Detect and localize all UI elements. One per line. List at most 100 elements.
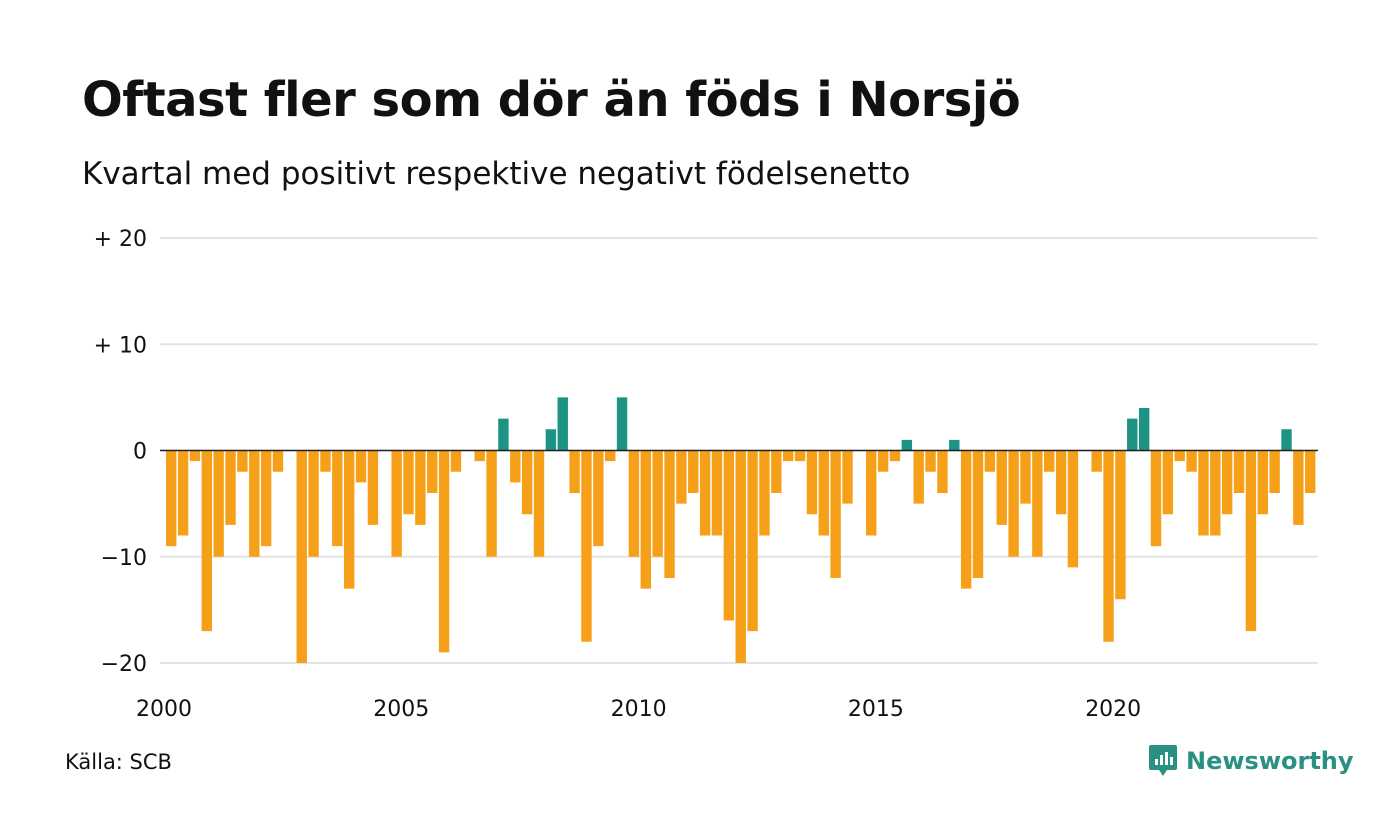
bar-negative (427, 450, 438, 493)
bar-negative (332, 450, 343, 547)
x-tick-label: 2015 (848, 697, 904, 722)
bar-negative (450, 450, 462, 472)
bar-negative (1305, 450, 1316, 493)
bar-negative (391, 450, 402, 557)
bar-negative (355, 450, 367, 483)
bar-negative (189, 450, 201, 462)
bar-negative (1103, 450, 1114, 642)
bar-negative (1044, 450, 1055, 472)
bar-negative (1091, 450, 1102, 472)
bar-negative (711, 450, 723, 536)
bar-negative (1115, 450, 1126, 600)
bar-negative (1198, 450, 1209, 536)
bar-positive (498, 418, 509, 451)
bar-positive (557, 397, 568, 451)
bar-positive (1281, 429, 1292, 451)
bar-positive (1138, 408, 1150, 451)
x-tick-label: 2020 (1085, 697, 1141, 722)
bar-negative (794, 450, 806, 462)
bar-negative (664, 450, 675, 578)
bar-negative (1221, 450, 1233, 515)
bar-negative (937, 450, 948, 493)
bar-negative (1055, 450, 1067, 515)
bar-negative (759, 450, 770, 536)
bar-negative (1008, 450, 1019, 557)
bar-negative (225, 450, 236, 525)
bar-negative (747, 450, 758, 632)
newsworthy-logo-icon (1149, 745, 1177, 776)
bar-negative (272, 450, 284, 472)
bar-negative (1020, 450, 1031, 504)
bar-negative (771, 450, 782, 493)
bar-negative (177, 450, 189, 536)
bar-negative (688, 450, 699, 493)
bar-negative (628, 450, 640, 557)
y-tick-label: 0 (133, 440, 147, 465)
bar-negative (1150, 450, 1162, 547)
bar-negative (830, 450, 841, 578)
bar-negative (1269, 450, 1280, 493)
bar-chart: + 20 + 10 0 −10 −20 2000 2005 2010 2015 2020 (94, 227, 1318, 722)
bar-negative (972, 450, 984, 578)
bar-positive (545, 429, 557, 451)
bar-negative (913, 450, 924, 504)
bar-negative (723, 450, 735, 621)
bar-negative (1257, 450, 1268, 515)
bar-negative (166, 450, 177, 547)
brand-logo: Newsworthy (1148, 744, 1354, 778)
bar-negative (782, 450, 794, 462)
bar-negative (237, 450, 248, 472)
bar-negative (403, 450, 414, 515)
bar-negative (343, 450, 355, 589)
bar-negative (1032, 450, 1043, 557)
bar-negative (676, 450, 687, 504)
bar-negative (1210, 450, 1221, 536)
bar-negative (818, 450, 829, 536)
bar-negative (296, 450, 307, 663)
x-tick-label: 2005 (373, 697, 429, 722)
y-tick-label: + 20 (94, 227, 147, 252)
bar-negative (521, 450, 533, 515)
bar-negative (1174, 450, 1185, 462)
bar-negative (1233, 450, 1245, 493)
bar-negative (581, 450, 592, 642)
y-tick-label: −10 (101, 546, 147, 571)
x-tick-label: 2000 (136, 697, 192, 722)
bar-negative (367, 450, 379, 525)
bars (166, 397, 1316, 663)
bar-positive (1127, 418, 1138, 451)
bar-negative (699, 450, 711, 536)
chart-subtitle: Kvartal med positivt respektive negativt… (82, 156, 911, 192)
bar-negative (652, 450, 663, 557)
bar-negative (486, 450, 497, 557)
source-note: Källa: SCB (65, 750, 172, 774)
bar-positive (901, 439, 913, 451)
bar-negative (510, 450, 521, 483)
bar-negative (960, 450, 972, 589)
bar-negative (1186, 450, 1197, 472)
bar-negative (640, 450, 651, 589)
bar-negative (996, 450, 1007, 525)
bar-positive (949, 439, 960, 451)
brand-name: Newsworthy (1186, 747, 1354, 775)
y-tick-label: −20 (101, 652, 147, 677)
bar-negative (1245, 450, 1257, 632)
bar-negative (249, 450, 260, 557)
bar-negative (320, 450, 331, 472)
chart-title: Oftast fler som dör än föds i Norsjö (82, 72, 1021, 128)
bar-negative (533, 450, 545, 557)
bar-negative (213, 450, 224, 557)
bar-negative (735, 450, 746, 663)
bar-negative (984, 450, 996, 472)
bar-positive (616, 397, 628, 451)
y-tick-label: + 10 (94, 333, 147, 358)
y-axis-labels: + 20 + 10 0 −10 −20 (94, 227, 147, 677)
bar-negative (842, 450, 853, 504)
bar-negative (1293, 450, 1304, 525)
bar-negative (1067, 450, 1079, 568)
bar-negative (605, 450, 616, 462)
x-axis-labels: 2000 2005 2010 2015 2020 (136, 697, 1141, 722)
bar-negative (866, 450, 877, 536)
bar-negative (569, 450, 580, 493)
bar-negative (877, 450, 889, 472)
